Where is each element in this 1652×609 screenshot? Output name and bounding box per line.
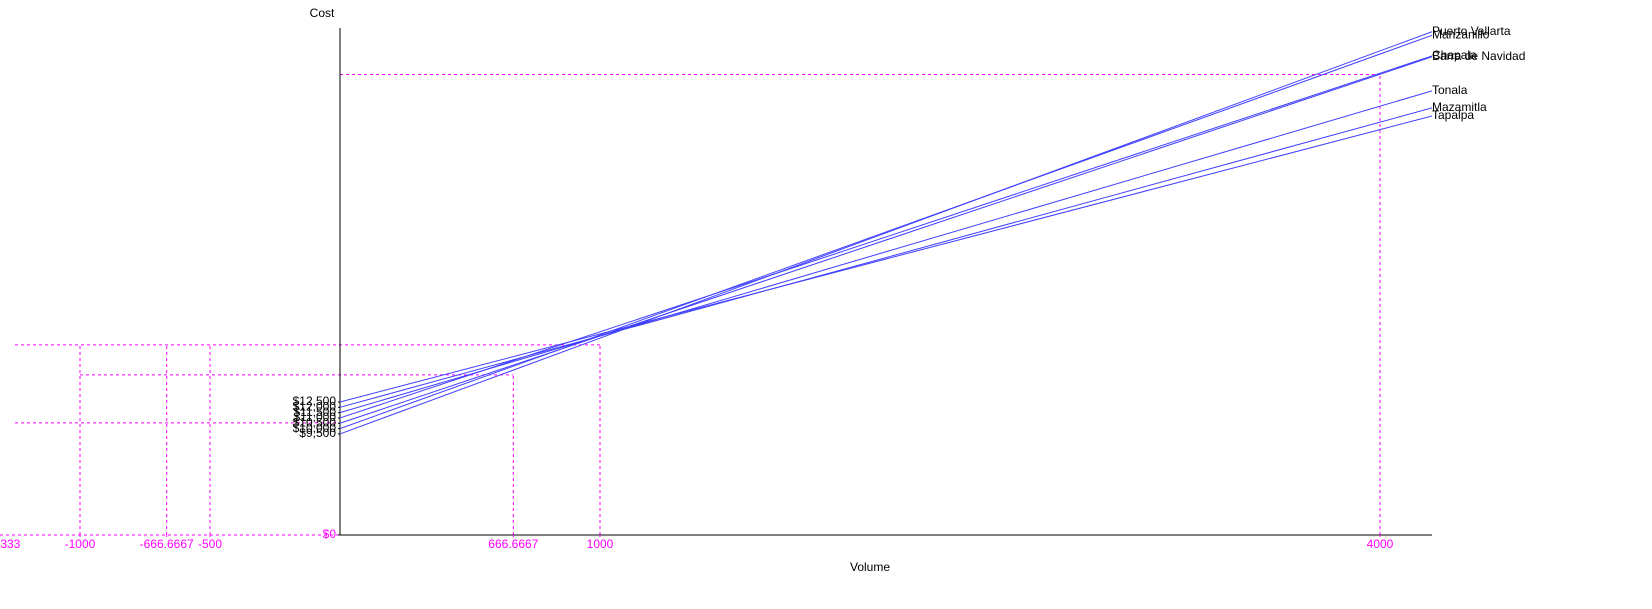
x-tick-label: 4000 <box>1367 537 1394 551</box>
y-tick-label: $0 <box>323 527 337 541</box>
y-tick-label: $9,500 <box>299 426 336 440</box>
x-tick-label: -1333.333 <box>0 537 21 551</box>
series-label: Manzanillo <box>1432 28 1490 42</box>
x-tick-label: 666.6667 <box>488 537 538 551</box>
series-label: Barra de Navidad <box>1432 49 1525 63</box>
x-axis-label: Volume <box>850 560 890 574</box>
x-tick-label: -1000 <box>65 537 96 551</box>
y-tick-label: $11,000 <box>294 410 337 424</box>
series-line <box>339 90 1433 414</box>
series-line <box>339 56 1433 424</box>
series-label: Chapala <box>1432 48 1477 62</box>
y-tick-label: $10,500 <box>293 415 337 429</box>
series-label: Mazamitla <box>1432 100 1487 114</box>
series-label: Tapalpa <box>1432 108 1474 122</box>
y-tick-label: $10,000 <box>293 421 337 435</box>
x-tick-label: -500 <box>198 537 222 551</box>
series-line <box>339 55 1433 419</box>
y-tick-label: $12,500 <box>293 394 337 408</box>
series-line <box>339 115 1433 403</box>
y-tick-label: $12,000 <box>293 399 337 413</box>
x-tick-label: 1000 <box>587 537 614 551</box>
series-label: Puerto Vallarta <box>1432 24 1511 38</box>
x-tick-label: -666.6667 <box>140 537 194 551</box>
series-line <box>339 31 1433 435</box>
y-axis-label: Cost <box>310 6 335 20</box>
series-line <box>339 34 1433 430</box>
y-tick-label: $11,500 <box>294 405 337 419</box>
series-line <box>339 107 1433 408</box>
series-label: Tonala <box>1432 83 1468 97</box>
